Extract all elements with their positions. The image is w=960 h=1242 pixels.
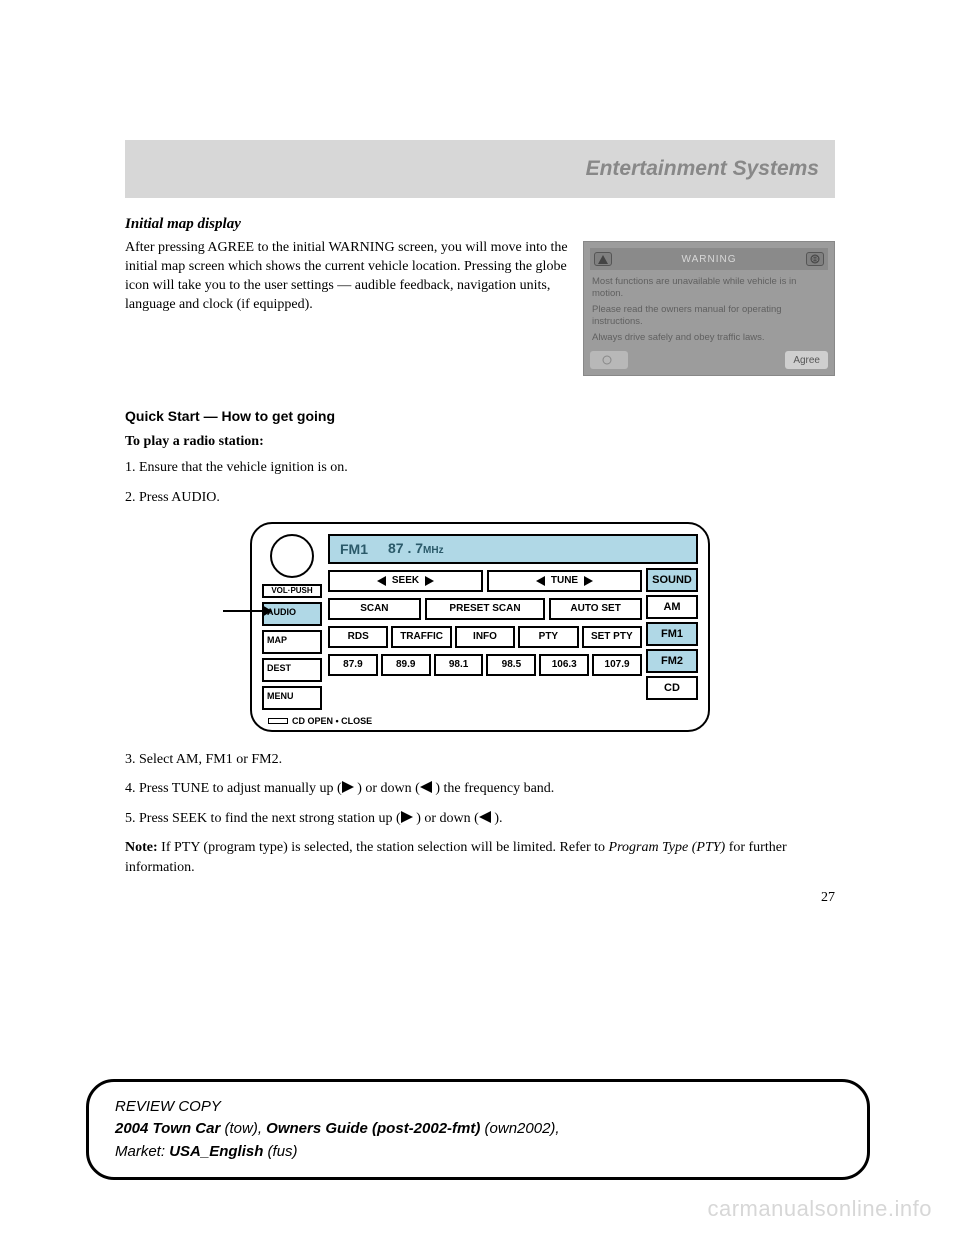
menu-button: MENU: [262, 686, 322, 710]
warning-box: WARNING Most functions are unavailable w…: [583, 241, 835, 376]
step-4: 4. Press TUNE to adjust manually up ( ) …: [125, 779, 835, 799]
volume-dial: [270, 534, 314, 578]
am-button: AM: [646, 595, 698, 619]
right-arrow-icon: [401, 811, 413, 823]
warning-line: Always drive safely and obey traffic law…: [592, 332, 826, 344]
radio-right-buttons: SOUND AM FM1 FM2 CD: [646, 568, 698, 700]
footer-guide: Owners Guide (post-2002-fmt): [266, 1120, 480, 1137]
sound-button: SOUND: [646, 568, 698, 592]
intro-row: After pressing AGREE to the initial WARN…: [125, 239, 835, 376]
radio-panel: VOL·PUSH AUDIO MAP DEST MENU FM1 87 . 7M…: [250, 522, 710, 732]
footer-market: USA_English: [169, 1143, 263, 1160]
preset-button: 106.3: [539, 654, 589, 676]
pointer-arrow: [223, 610, 271, 612]
footer-line3: Market: USA_English (fus): [115, 1141, 841, 1164]
heading-quick-start: Quick Start — How to get going: [125, 408, 835, 424]
left-arrow-icon: [479, 811, 491, 823]
watermark: carmanualsonline.info: [707, 1196, 932, 1222]
warning-line: Please read the owners manual for operat…: [592, 304, 826, 328]
page: Entertainment Systems Initial map displa…: [0, 0, 960, 906]
cd-button: CD: [646, 676, 698, 700]
preset-button: 89.9: [381, 654, 431, 676]
autoset-button: AUTO SET: [549, 598, 642, 620]
seek-button: SEEK: [328, 570, 483, 592]
frequency-unit: MHz: [423, 545, 444, 556]
preset-button: 107.9: [592, 654, 642, 676]
cd-label: CD OPEN • CLOSE: [292, 716, 372, 726]
seek-label: SEEK: [392, 575, 419, 586]
step-2: 2. Press AUDIO.: [125, 488, 835, 508]
band-label: FM1: [340, 541, 368, 557]
rds-button: RDS: [328, 626, 388, 648]
section-banner: Entertainment Systems: [125, 140, 835, 198]
step-1: 1. Ensure that the vehicle ignition is o…: [125, 458, 835, 478]
warning-icon: [594, 252, 612, 266]
warning-header: WARNING: [590, 248, 828, 270]
note-text: If PTY (program type) is selected, the s…: [158, 840, 609, 855]
pty-button: PTY: [518, 626, 578, 648]
fm1-button: FM1: [646, 622, 698, 646]
traffic-button: TRAFFIC: [391, 626, 451, 648]
dest-button: DEST: [262, 658, 322, 682]
warning-title: WARNING: [682, 254, 737, 265]
globe-icon: [806, 252, 824, 266]
intro-text: After pressing AGREE to the initial WARN…: [125, 239, 571, 376]
footer-market-label: Market:: [115, 1143, 169, 1160]
preset-button: 98.1: [434, 654, 484, 676]
vol-push-label: VOL·PUSH: [262, 584, 322, 598]
step-3: 3. Select AM, FM1 or FM2.: [125, 750, 835, 770]
footer-line2: 2004 Town Car (tow), Owners Guide (post-…: [115, 1118, 841, 1141]
radio-mid-buttons: SEEK TUNE SCAN PRESET SCAN AUTO SET RDS …: [328, 568, 642, 700]
page-number: 27: [125, 890, 835, 906]
fm2-button: FM2: [646, 649, 698, 673]
warning-footer: Agree: [590, 351, 828, 369]
info-button: INFO: [455, 626, 515, 648]
frequency-value: 87 . 7: [388, 540, 423, 556]
note-paragraph: Note: If PTY (program type) is selected,…: [125, 838, 835, 877]
step-4-text: 4. Press TUNE to adjust manually up (: [125, 781, 342, 796]
heading-initial-map: Initial map display: [125, 216, 835, 233]
footer-code: (own2002): [480, 1120, 555, 1137]
warning-screenshot: WARNING Most functions are unavailable w…: [583, 241, 835, 376]
cd-slot-icon: [268, 718, 288, 724]
frequency-bar: FM1 87 . 7MHz: [328, 534, 698, 564]
footer-sep: ,: [555, 1120, 559, 1137]
step-5-text: 5. Press SEEK to find the next strong st…: [125, 811, 401, 826]
step-5: 5. Press SEEK to find the next strong st…: [125, 809, 835, 829]
footer-vehicle: 2004 Town Car: [115, 1120, 220, 1137]
preset-scan-button: PRESET SCAN: [425, 598, 546, 620]
step-5-text: ) or down (: [413, 811, 479, 826]
warning-lang-button: [590, 351, 628, 369]
step-4-text: ) the frequency band.: [432, 781, 554, 796]
radio-diagram: VOL·PUSH AUDIO MAP DEST MENU FM1 87 . 7M…: [125, 522, 835, 732]
cd-open-close: CD OPEN • CLOSE: [262, 716, 698, 726]
note-label: Note:: [125, 840, 158, 855]
radio-screen: FM1 87 . 7MHz SEEK TUNE SCAN: [328, 534, 698, 710]
left-arrow-icon: [420, 781, 432, 793]
tune-label: TUNE: [551, 575, 578, 586]
tune-button: TUNE: [487, 570, 642, 592]
right-arrow-icon: [342, 781, 354, 793]
radio-left-buttons: VOL·PUSH AUDIO MAP DEST MENU: [262, 534, 322, 710]
preset-button: 87.9: [328, 654, 378, 676]
footer-code: (tow): [220, 1120, 258, 1137]
note-italic: Program Type (PTY): [609, 840, 726, 855]
banner-title: Entertainment Systems: [586, 157, 819, 181]
footer-sep: ,: [258, 1120, 266, 1137]
footer-line1: REVIEW COPY: [115, 1096, 841, 1119]
set-pty-button: SET PTY: [582, 626, 642, 648]
step-5-text: ).: [491, 811, 503, 826]
warning-agree-button: Agree: [785, 351, 828, 369]
map-button: MAP: [262, 630, 322, 654]
step-4-text: ) or down (: [354, 781, 420, 796]
footer-box: REVIEW COPY 2004 Town Car (tow), Owners …: [86, 1079, 870, 1181]
warning-line: Most functions are unavailable while veh…: [592, 276, 826, 300]
subheading-play-radio: To play a radio station:: [125, 434, 835, 450]
scan-button: SCAN: [328, 598, 421, 620]
footer-code: (fus): [263, 1143, 297, 1160]
preset-button: 98.5: [486, 654, 536, 676]
